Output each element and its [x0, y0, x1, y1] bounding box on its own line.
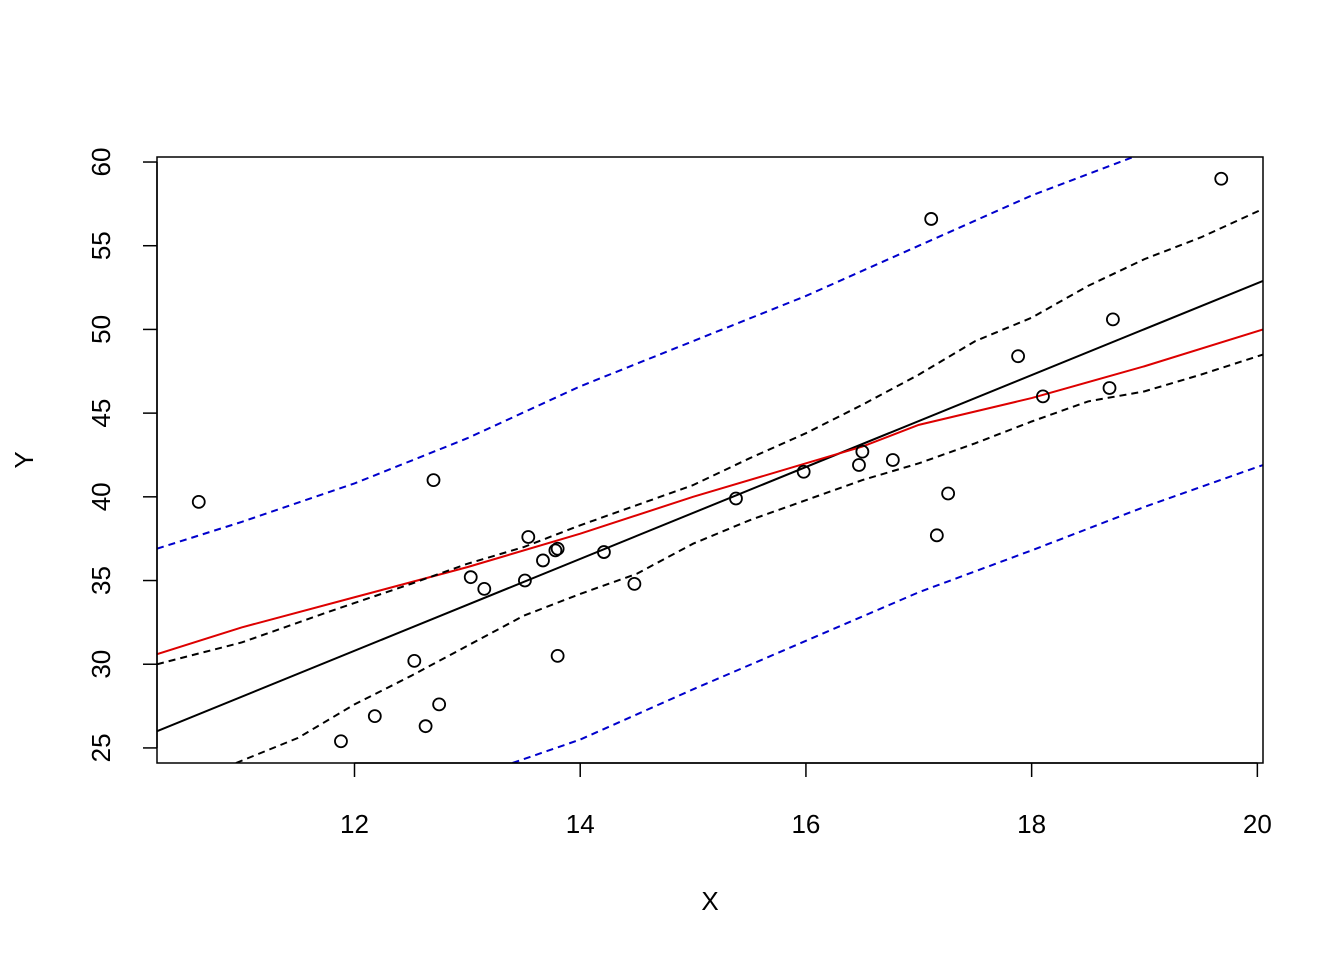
x-tick-label: 16	[791, 809, 820, 839]
data-point	[548, 543, 563, 558]
data-point	[597, 545, 611, 559]
data-point	[924, 212, 939, 226]
data-point	[941, 486, 956, 501]
data-point	[852, 458, 866, 472]
data-point	[367, 709, 382, 724]
data-point	[1106, 312, 1120, 327]
data-point	[463, 570, 478, 585]
series-line-5	[157, 157, 1134, 550]
y-tick-label: 50	[86, 315, 116, 344]
data-point	[426, 473, 441, 487]
data-point	[929, 528, 944, 543]
y-tick-label: 35	[86, 566, 116, 595]
data-point	[521, 530, 536, 544]
data-point	[1036, 389, 1050, 404]
series-line-3	[157, 207, 1263, 666]
data-point	[729, 491, 743, 506]
y-tick-label: 45	[86, 399, 116, 428]
data-point	[334, 734, 348, 749]
data-point	[550, 648, 565, 663]
data-point	[855, 444, 870, 459]
x-axis-title: X	[701, 886, 718, 916]
y-tick-label: 55	[86, 231, 116, 260]
x-tick-label: 18	[1017, 809, 1046, 839]
data-point	[536, 553, 550, 568]
plot-frame	[156, 156, 1264, 764]
data-point	[418, 719, 433, 734]
y-axis-title: Y	[9, 451, 39, 468]
y-tick-label: 25	[86, 733, 116, 762]
fit-lines	[157, 157, 1263, 763]
series-line-6	[512, 464, 1263, 763]
x-tick-label: 14	[566, 809, 595, 839]
data-point	[407, 653, 422, 668]
data-point	[518, 573, 532, 588]
data-points	[191, 171, 1229, 749]
data-point	[191, 494, 206, 509]
y-tick-label: 30	[86, 650, 116, 679]
x-axis: 12 14 16 18 20	[340, 762, 1272, 839]
data-point	[1102, 381, 1117, 395]
data-point	[1214, 171, 1229, 186]
data-point	[432, 697, 447, 712]
y-axis: 25 30 35 40 45 50 55 60	[86, 148, 158, 762]
series-line-1	[157, 279, 1263, 733]
data-point	[477, 582, 492, 596]
y-tick-label: 40	[86, 482, 116, 511]
x-tick-label: 12	[340, 809, 369, 839]
series-line-2	[157, 328, 1263, 656]
y-tick-label: 60	[86, 148, 116, 177]
data-point	[796, 464, 811, 479]
series-line-4	[235, 353, 1263, 763]
x-tick-label: 20	[1243, 809, 1272, 839]
data-point	[550, 541, 565, 556]
data-point	[627, 576, 642, 591]
data-point	[1011, 349, 1025, 364]
data-point	[885, 453, 900, 467]
